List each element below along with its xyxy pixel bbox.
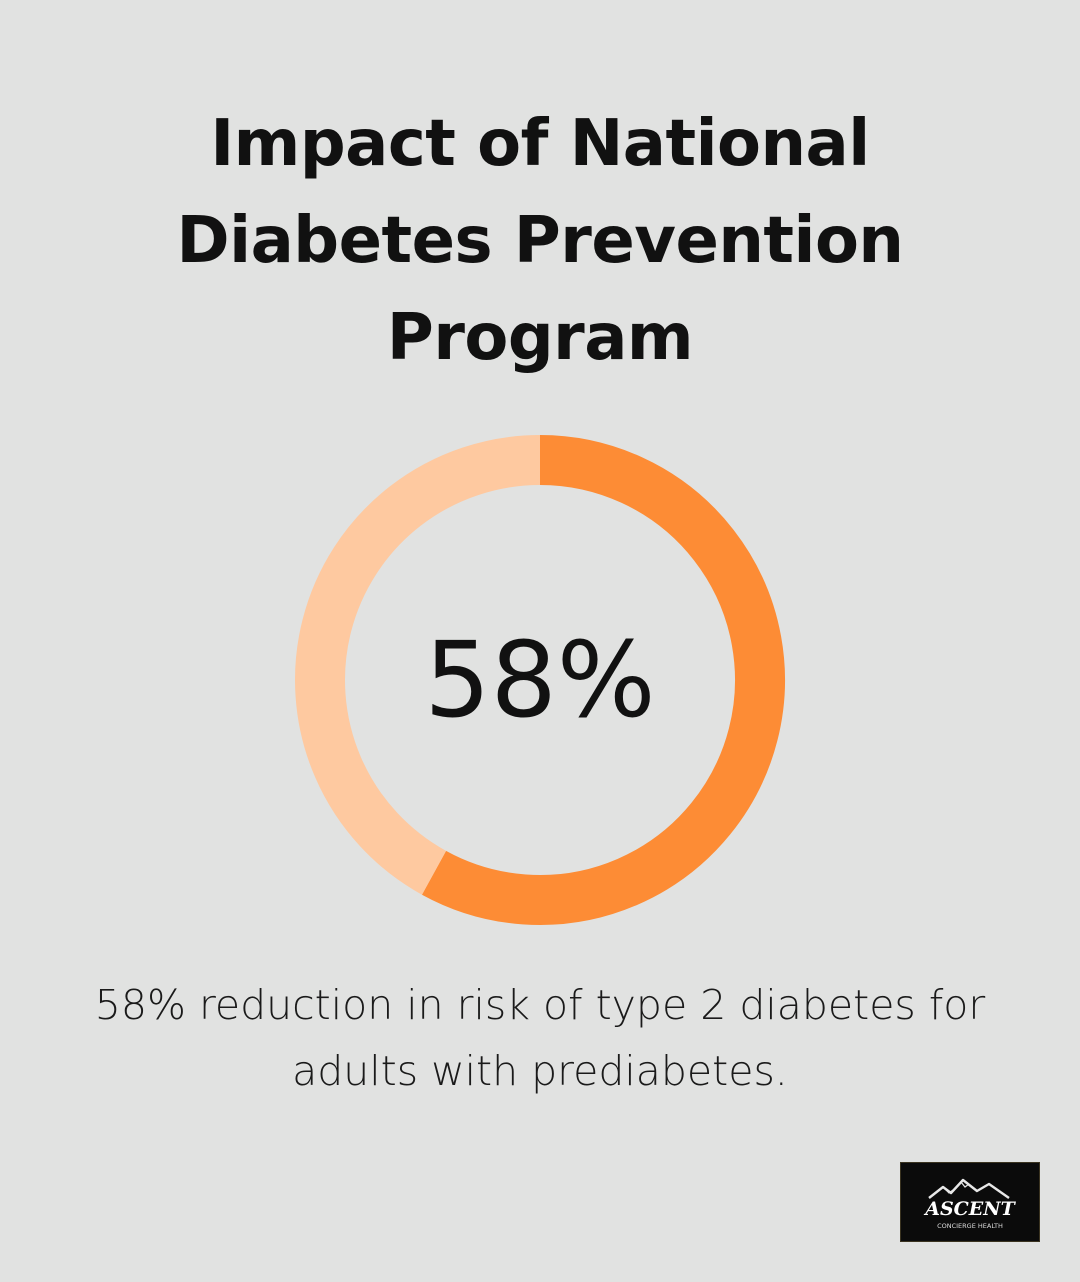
chart-title: Impact of National Diabetes Prevention P… [90, 96, 990, 387]
chart-caption: 58% reduction in risk of type 2 diabetes… [60, 972, 1020, 1104]
title-line-2: Diabetes Prevention [176, 204, 904, 278]
mountain-logo-icon: ASCENT CONCIERGE HEALTH [923, 1178, 1017, 1230]
caption-line-1: 58% reduction in risk of type 2 diabetes… [94, 981, 986, 1029]
donut-svg: 58% [295, 435, 785, 925]
donut-slice-remainder [295, 435, 541, 895]
title-line-3: Program [386, 301, 694, 375]
caption-line-2: adults with prediabetes. [292, 1047, 788, 1095]
title-line-1: Impact of National [210, 107, 870, 181]
logo-tagline: CONCIERGE HEALTH [937, 1222, 1003, 1230]
logo-name: ASCENT [923, 1198, 1016, 1220]
ascent-logo: ASCENT CONCIERGE HEALTH [900, 1162, 1040, 1242]
donut-chart: 58% [290, 430, 790, 930]
center-value-label: 58% [424, 619, 655, 741]
donut-slice-reduction [422, 435, 785, 925]
